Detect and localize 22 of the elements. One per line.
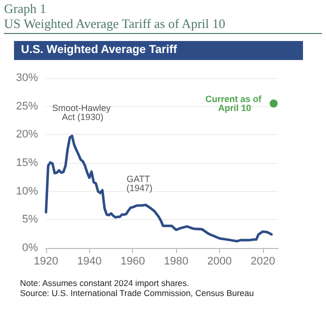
y-tick-label: 10%	[16, 185, 38, 198]
y-tick-label: 25%	[16, 100, 38, 112]
caption: Graph 1	[4, 1, 48, 16]
y-tick-label: 30%	[16, 72, 38, 84]
y-tick-label: 0%	[22, 242, 38, 254]
source-note: Source: U.S. International Trade Commission, Census Bureau	[20, 288, 255, 298]
line-series	[44, 134, 273, 242]
x-tick-label: 1920	[34, 256, 58, 268]
chart-subtitle: U.S. Weighted Average Tariff	[14, 41, 303, 60]
x-tick-label: 1980	[164, 256, 188, 268]
chart-title: US Weighted Average Tariff as of April 10	[4, 16, 226, 31]
x-tick-label: 1960	[120, 256, 145, 268]
x-tick-label: 1940	[77, 256, 102, 268]
annotation: GATT (1947)	[126, 174, 152, 194]
x-tick-label: 2020	[250, 256, 276, 268]
x-tick-label: 2000	[207, 256, 232, 268]
text: Note: Assumes constant 2024 import shares.	[20, 278, 190, 288]
series-label: Current as of April 10	[205, 94, 264, 113]
y-tick-label: 15%	[16, 157, 38, 169]
y-tick-label: 5%	[22, 214, 38, 226]
annotation: Smoot-Hawley Act (1930)	[52, 102, 114, 122]
y-tick-label: 20%	[16, 128, 38, 141]
